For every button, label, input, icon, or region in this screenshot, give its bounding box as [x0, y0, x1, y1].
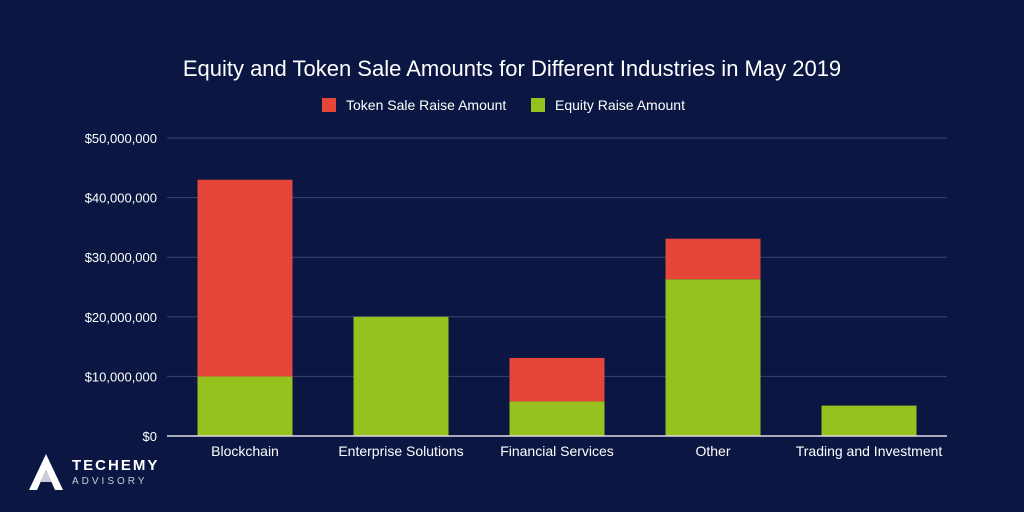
x-tick-label: Other	[695, 443, 730, 459]
legend-label: Token Sale Raise Amount	[346, 97, 506, 113]
legend-swatch	[531, 98, 545, 112]
bar-equity	[353, 316, 449, 436]
brand-name: TECHEMY	[72, 456, 160, 474]
bar-equity	[821, 405, 917, 436]
techemy-logo-icon	[29, 454, 63, 490]
bar-token-sale	[665, 238, 761, 280]
y-tick-label: $30,000,000	[85, 250, 157, 265]
x-tick-label: Trading and Investment	[796, 443, 943, 459]
legend: Token Sale Raise Amount Equity Raise Amou…	[322, 97, 685, 113]
chart-title: Equity and Token Sale Amounts for Differ…	[183, 56, 841, 81]
brand-subtitle: ADVISORY	[72, 475, 148, 487]
bar-equity	[509, 401, 605, 436]
y-tick-label: $50,000,000	[85, 131, 157, 146]
y-tick-label: $0	[143, 429, 157, 444]
legend-label: Equity Raise Amount	[555, 97, 685, 113]
legend-swatch	[322, 98, 336, 112]
brand-logo: TECHEMY ADVISORY	[26, 452, 159, 492]
x-axis: Blockchain Enterprise Solutions Financial …	[211, 443, 942, 459]
bars	[197, 179, 917, 436]
y-tick-label: $20,000,000	[85, 310, 157, 325]
bar-equity	[197, 376, 293, 436]
y-tick-label: $40,000,000	[85, 191, 157, 206]
y-axis: $0 $10,000,000 $20,000,000 $30,000,000 $40,0…	[85, 131, 157, 444]
bar-token-sale	[509, 357, 605, 402]
bar-equity	[665, 279, 761, 436]
grid	[167, 137, 947, 377]
x-tick-label: Financial Services	[500, 443, 614, 459]
x-tick-label: Blockchain	[211, 443, 279, 459]
y-tick-label: $10,000,000	[85, 369, 157, 384]
bar-token-sale	[197, 179, 293, 377]
x-tick-label: Enterprise Solutions	[338, 443, 463, 459]
